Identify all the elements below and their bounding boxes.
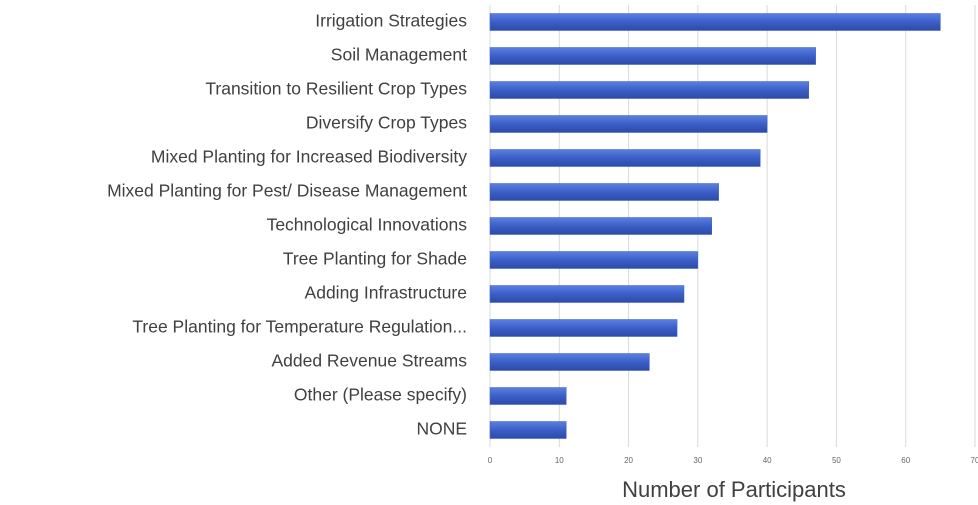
category-label: Added Revenue Streams bbox=[271, 351, 467, 371]
bar bbox=[489, 251, 699, 269]
bar bbox=[489, 13, 941, 31]
x-tick-label: 40 bbox=[763, 456, 772, 465]
category-label: Transition to Resilient Crop Types bbox=[205, 79, 467, 99]
bar bbox=[489, 319, 678, 337]
category-label: Tree Planting for Temperature Regulation… bbox=[132, 317, 467, 337]
category-label: Mixed Planting for Pest/ Disease Managem… bbox=[107, 181, 467, 201]
category-label: Adding Infrastructure bbox=[305, 283, 467, 303]
category-label: Tree Planting for Shade bbox=[283, 249, 467, 269]
category-label: NONE bbox=[416, 419, 467, 439]
bar bbox=[489, 47, 816, 65]
x-tick-label: 50 bbox=[832, 456, 841, 465]
bar bbox=[489, 217, 712, 235]
x-tick-label: 20 bbox=[624, 456, 633, 465]
bar bbox=[489, 285, 685, 303]
bar bbox=[489, 183, 719, 201]
x-tick-label: 70 bbox=[971, 456, 978, 465]
bar bbox=[489, 421, 567, 439]
bar bbox=[489, 81, 809, 99]
x-tick-label: 60 bbox=[901, 456, 910, 465]
x-tick-label: 30 bbox=[693, 456, 702, 465]
x-tick-label: 0 bbox=[488, 456, 493, 465]
category-label: Soil Management bbox=[331, 45, 467, 65]
bar bbox=[489, 387, 567, 405]
category-label: Irrigation Strategies bbox=[315, 11, 467, 31]
category-label: Technological Innovations bbox=[267, 215, 468, 235]
category-label: Mixed Planting for Increased Biodiversit… bbox=[151, 147, 467, 167]
bar bbox=[489, 353, 650, 371]
x-tick-label: 10 bbox=[555, 456, 564, 465]
x-axis-title: Number of Participants bbox=[622, 477, 846, 502]
bar bbox=[489, 115, 768, 133]
category-label: Diversify Crop Types bbox=[306, 113, 467, 133]
category-label: Other (Please specify) bbox=[294, 385, 467, 405]
bar bbox=[489, 149, 761, 167]
